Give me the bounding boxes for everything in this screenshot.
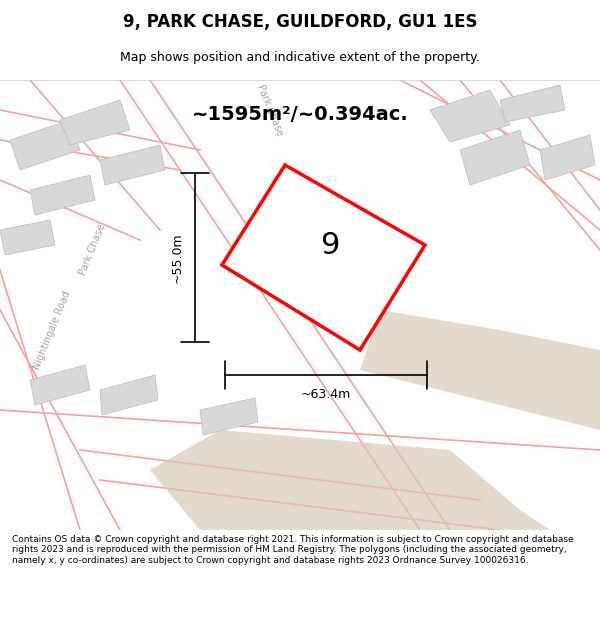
Polygon shape: [360, 310, 600, 430]
Polygon shape: [200, 398, 258, 435]
Polygon shape: [222, 165, 425, 350]
Polygon shape: [60, 100, 130, 145]
Text: Nightingale Road: Nightingale Road: [32, 289, 73, 371]
Text: Park Chase: Park Chase: [77, 223, 107, 277]
Polygon shape: [100, 375, 158, 415]
Text: Contains OS data © Crown copyright and database right 2021. This information is : Contains OS data © Crown copyright and d…: [12, 535, 574, 564]
Polygon shape: [100, 145, 165, 185]
Polygon shape: [10, 120, 80, 170]
Polygon shape: [500, 85, 565, 122]
Polygon shape: [430, 90, 510, 142]
Polygon shape: [540, 135, 595, 180]
Polygon shape: [460, 130, 530, 185]
Text: 9: 9: [320, 231, 340, 259]
Polygon shape: [0, 220, 55, 255]
Text: Map shows position and indicative extent of the property.: Map shows position and indicative extent…: [120, 51, 480, 64]
Text: Park Chase: Park Chase: [255, 83, 285, 137]
Text: ~1595m²/~0.394ac.: ~1595m²/~0.394ac.: [191, 106, 409, 124]
Text: ~63.4m: ~63.4m: [301, 389, 351, 401]
Text: 9, PARK CHASE, GUILDFORD, GU1 1ES: 9, PARK CHASE, GUILDFORD, GU1 1ES: [123, 13, 477, 31]
Polygon shape: [30, 365, 90, 405]
Polygon shape: [150, 430, 550, 530]
Text: ~55.0m: ~55.0m: [170, 232, 184, 282]
Polygon shape: [30, 175, 95, 215]
